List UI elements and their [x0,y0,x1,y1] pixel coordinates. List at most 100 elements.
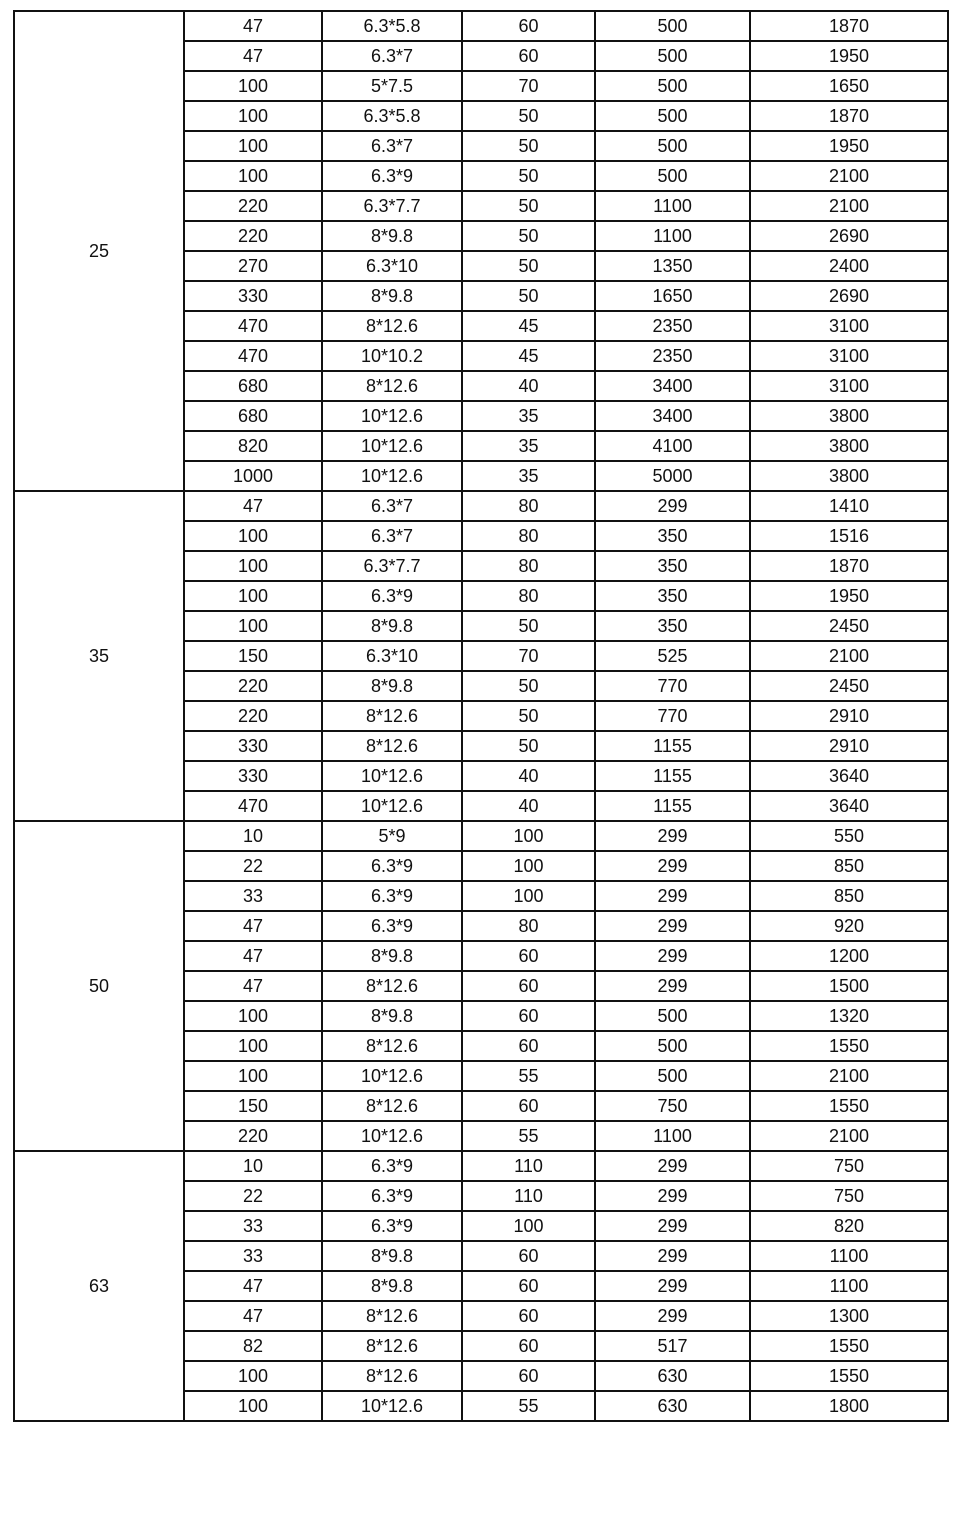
table-row: 100 8*12.6 60 500 1550 [14,1030,949,1062]
col3-cell: 55 [461,1060,596,1092]
size-cell: 8*12.6 [321,310,463,342]
col3-cell: 60 [461,970,596,1002]
col4-cell: 770 [594,700,751,732]
col5-cell: 2690 [749,220,949,252]
capacitance-cell: 100 [183,1360,323,1392]
table-row: 25 47 6.3*5.8 60 500 1870 [13,10,949,492]
col4-cell: 350 [594,550,751,582]
table-row: 1000 10*12.6 35 5000 3800 [14,460,949,492]
col5-cell: 2400 [749,250,949,282]
col3-cell: 50 [461,670,596,702]
col4-cell: 1650 [594,280,751,312]
col4-cell: 299 [594,850,751,882]
col5-cell: 1650 [749,70,949,102]
size-cell: 6.3*10 [321,640,463,672]
capacitance-cell: 150 [183,640,323,672]
col3-cell: 60 [461,1330,596,1362]
size-cell: 6.3*9 [321,1150,463,1182]
col3-cell: 35 [461,460,596,492]
capacitance-cell: 82 [183,1330,323,1362]
capacitance-cell: 100 [183,70,323,102]
table-row: 50 10 5*9 100 299 550 [13,820,949,1152]
col4-cell: 770 [594,670,751,702]
size-cell: 8*12.6 [321,1330,463,1362]
capacitance-cell: 150 [183,1090,323,1122]
col5-cell: 3100 [749,340,949,372]
capacitance-cell: 47 [183,910,323,942]
size-cell: 10*10.2 [321,340,463,372]
col5-cell: 1550 [749,1030,949,1062]
col5-cell: 3800 [749,430,949,462]
size-cell: 8*12.6 [321,1030,463,1062]
size-cell: 10*12.6 [321,790,463,822]
col4-cell: 500 [594,70,751,102]
col5-cell: 1800 [749,1390,949,1422]
capacitance-cell: 100 [183,610,323,642]
col4-cell: 5000 [594,460,751,492]
col4-cell: 500 [594,1060,751,1092]
col3-cell: 100 [461,850,596,882]
capacitance-cell: 100 [183,1390,323,1422]
size-cell: 6.3*9 [321,1180,463,1212]
size-cell: 6.3*7 [321,130,463,162]
table-row: 100 6.3*9 80 350 1950 [14,580,949,612]
col3-cell: 45 [461,310,596,342]
capacitance-cell: 100 [183,520,323,552]
size-cell: 6.3*10 [321,250,463,282]
capacitance-cell: 470 [183,310,323,342]
col3-cell: 60 [461,1270,596,1302]
col3-cell: 60 [461,940,596,972]
col5-cell: 3800 [749,400,949,432]
col3-cell: 40 [461,760,596,792]
size-cell: 6.3*7 [321,490,463,522]
col4-cell: 299 [594,970,751,1002]
size-cell: 8*12.6 [321,370,463,402]
table-row: 220 8*9.8 50 1100 2690 [14,220,949,252]
table-row: 220 8*12.6 50 770 2910 [14,700,949,732]
table-row: 82 8*12.6 60 517 1550 [14,1330,949,1362]
col5-cell: 2100 [749,640,949,672]
col4-cell: 1155 [594,760,751,792]
col4-cell: 299 [594,1180,751,1212]
col5-cell: 1950 [749,40,949,72]
col3-cell: 80 [461,520,596,552]
table-row: 470 10*10.2 45 2350 3100 [14,340,949,372]
col4-cell: 1100 [594,190,751,222]
col5-cell: 1950 [749,580,949,612]
col3-cell: 50 [461,190,596,222]
capacitance-cell: 33 [183,1240,323,1272]
col5-cell: 3800 [749,460,949,492]
col4-cell: 500 [594,100,751,132]
col3-cell: 50 [461,160,596,192]
capacitance-cell: 33 [183,880,323,912]
col4-cell: 299 [594,1150,751,1182]
col3-cell: 60 [461,1090,596,1122]
col4-cell: 500 [594,10,751,42]
size-cell: 6.3*9 [321,880,463,912]
col5-cell: 1320 [749,1000,949,1032]
col5-cell: 750 [749,1150,949,1182]
capacitance-cell: 220 [183,220,323,252]
capacitance-cell: 100 [183,1060,323,1092]
col3-cell: 80 [461,910,596,942]
capacitance-cell: 470 [183,790,323,822]
col5-cell: 1200 [749,940,949,972]
col5-cell: 1300 [749,1300,949,1332]
col4-cell: 500 [594,40,751,72]
table-row: 47 8*12.6 60 299 1500 [14,970,949,1002]
col4-cell: 3400 [594,400,751,432]
voltage-cell: 25 [13,10,185,492]
capacitance-cell: 47 [183,1270,323,1302]
capacitance-cell: 330 [183,730,323,762]
col5-cell: 1550 [749,1330,949,1362]
size-cell: 8*9.8 [321,1270,463,1302]
capacitance-cell: 100 [183,100,323,132]
col5-cell: 750 [749,1180,949,1212]
col3-cell: 50 [461,130,596,162]
col5-cell: 3640 [749,760,949,792]
col5-cell: 2100 [749,1060,949,1092]
col5-cell: 2100 [749,1120,949,1152]
col4-cell: 525 [594,640,751,672]
table-row: 330 10*12.6 40 1155 3640 [14,760,949,792]
capacitance-cell: 33 [183,1210,323,1242]
